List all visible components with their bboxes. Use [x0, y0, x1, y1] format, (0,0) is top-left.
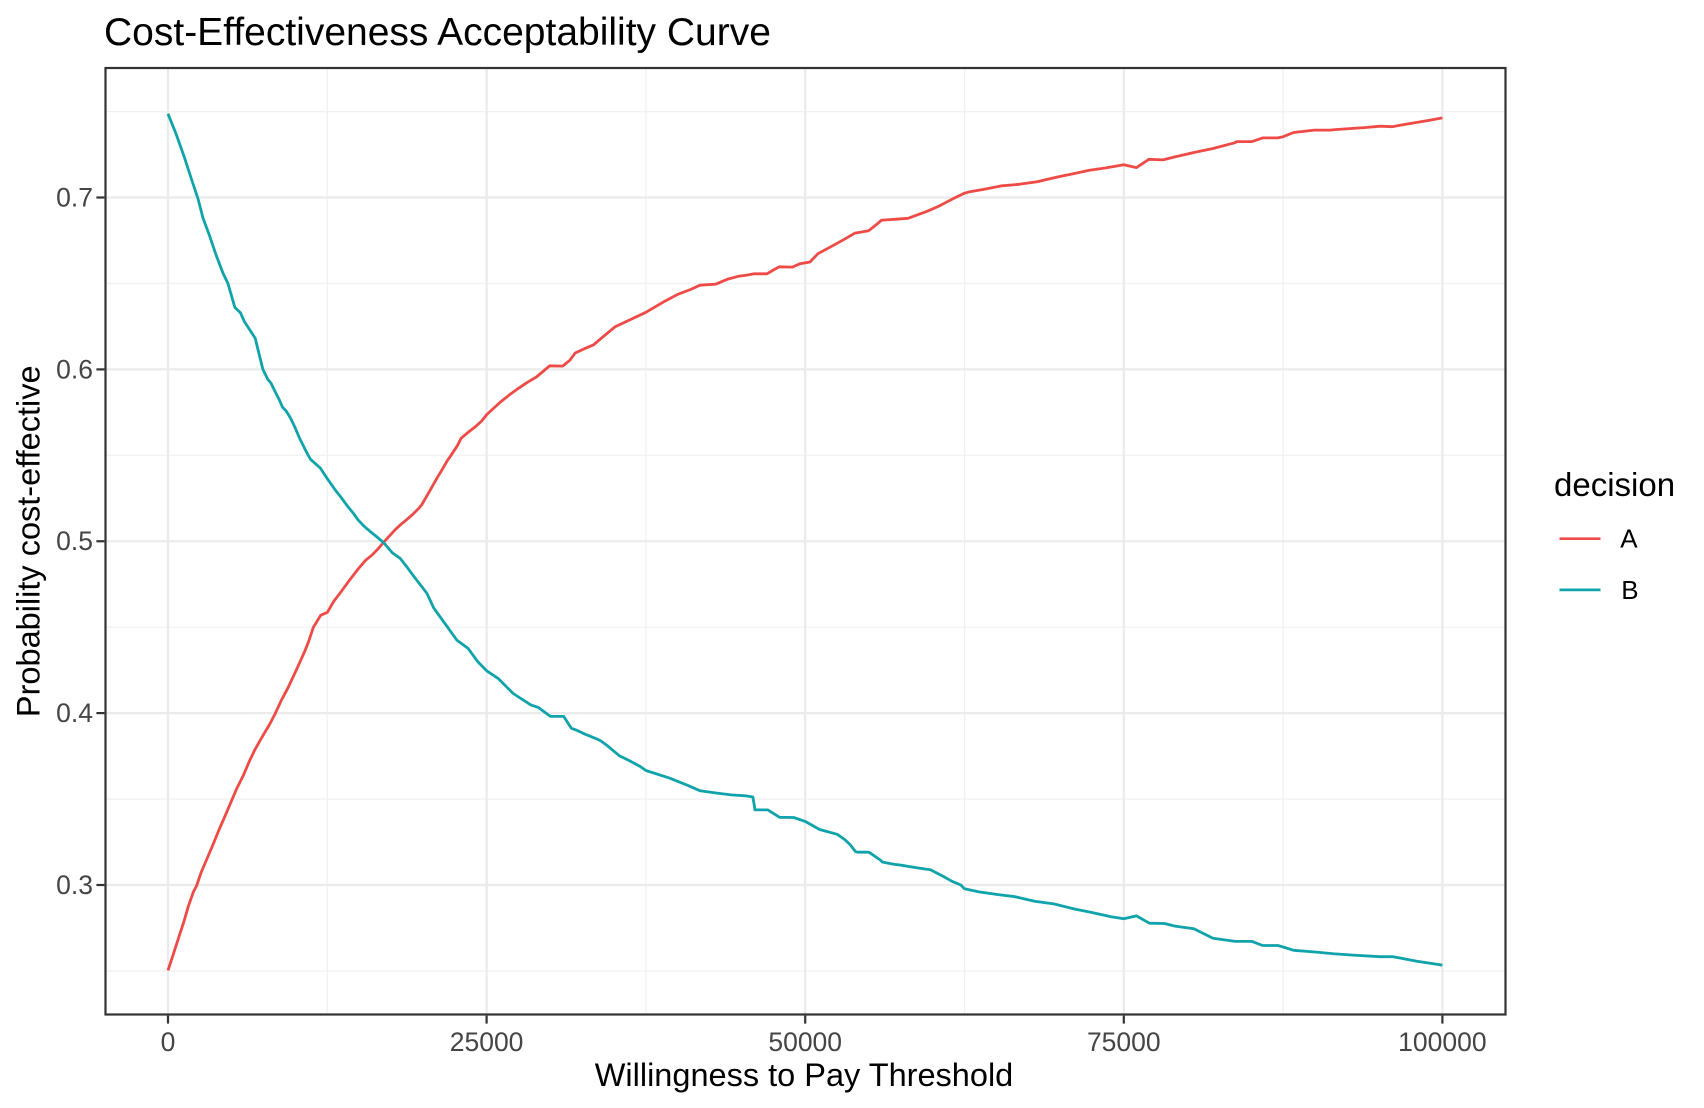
svg-text:B: B: [1621, 575, 1638, 605]
svg-text:A: A: [1620, 524, 1638, 554]
svg-text:0.4: 0.4: [56, 698, 93, 728]
svg-text:50000: 50000: [768, 1027, 842, 1057]
svg-text:Cost-Effectiveness Acceptabili: Cost-Effectiveness Acceptability Curve: [104, 11, 771, 54]
svg-text:0: 0: [161, 1027, 176, 1057]
svg-text:0.5: 0.5: [56, 526, 93, 556]
svg-text:75000: 75000: [1087, 1027, 1161, 1057]
svg-text:Willingness to Pay Threshold: Willingness to Pay Threshold: [595, 1057, 1014, 1093]
svg-text:100000: 100000: [1398, 1027, 1486, 1057]
svg-text:decision: decision: [1554, 466, 1675, 503]
svg-text:25000: 25000: [450, 1027, 524, 1057]
svg-text:0.3: 0.3: [56, 870, 93, 900]
svg-text:Probability cost-effective: Probability cost-effective: [11, 365, 47, 717]
svg-text:0.6: 0.6: [56, 354, 93, 384]
svg-text:0.7: 0.7: [56, 183, 93, 213]
